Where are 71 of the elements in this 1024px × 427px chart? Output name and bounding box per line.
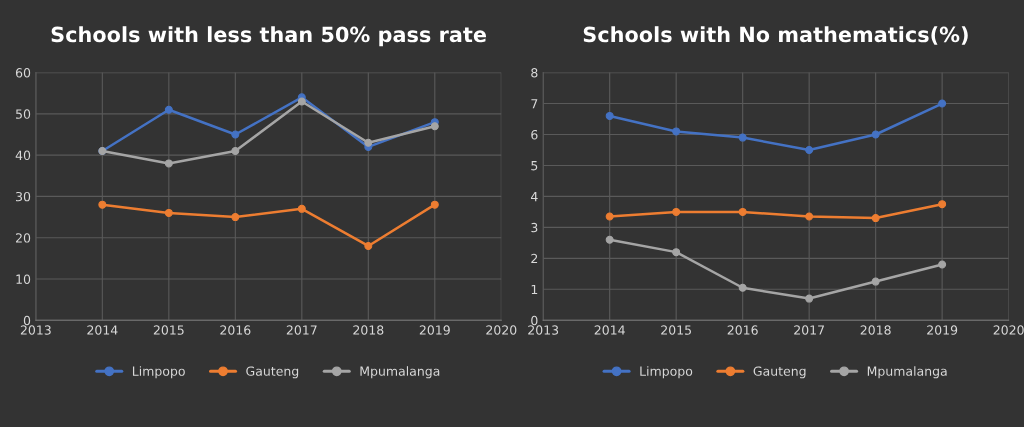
point <box>605 235 614 244</box>
x-tick-label: 2020 <box>486 325 517 335</box>
y-tick-label: 30 <box>16 191 31 202</box>
point <box>938 99 947 108</box>
point <box>364 138 373 147</box>
x-tick-label: 2019 <box>419 325 450 335</box>
legend-label: Mpumalanga <box>360 366 440 379</box>
point <box>231 130 240 139</box>
point <box>672 248 681 257</box>
legend-label: Limpopo <box>132 366 185 379</box>
point <box>98 200 107 209</box>
point <box>605 111 614 120</box>
point <box>231 147 240 156</box>
point <box>605 212 614 221</box>
x-tick-label: 2013 <box>20 325 51 335</box>
point <box>805 212 814 221</box>
point <box>672 127 681 136</box>
x-tick-label: 2016 <box>727 325 758 335</box>
chart-title: Schools with less than 50% pass rate <box>51 26 486 47</box>
point <box>738 133 747 142</box>
y-tick-label: 3 <box>531 222 538 233</box>
y-tick-label: 7 <box>531 99 538 109</box>
point <box>871 130 880 139</box>
point <box>364 241 373 250</box>
x-tick-label: 2016 <box>220 325 251 335</box>
x-tick-label: 2015 <box>661 325 691 335</box>
point <box>871 277 880 286</box>
x-tick-label: 2014 <box>87 325 118 335</box>
point <box>231 213 240 222</box>
y-tick-label: 0 <box>531 315 538 326</box>
y-tick-label: 4 <box>530 192 538 202</box>
x-tick-label: 2017 <box>794 325 824 335</box>
x-tick-label: 2019 <box>927 325 958 335</box>
x-tick-label: 2015 <box>153 325 184 335</box>
y-tick-label: 50 <box>16 109 31 119</box>
point <box>164 105 173 114</box>
point <box>738 283 747 292</box>
y-tick-label: 6 <box>531 129 538 140</box>
legend-label: Mpumalanga <box>867 366 947 379</box>
x-tick-label: 2018 <box>353 325 384 335</box>
y-tick-label: 0 <box>23 315 31 326</box>
y-tick-label: 2 <box>531 253 538 264</box>
y-tick-label: 20 <box>15 233 31 243</box>
chart-title: Schools with No mathematics(%) <box>583 26 968 45</box>
y-tick-label: 5 <box>531 161 538 171</box>
x-tick-label: 2014 <box>594 325 625 335</box>
point <box>672 207 681 216</box>
point <box>164 208 173 217</box>
point <box>805 294 814 303</box>
point <box>938 200 947 209</box>
point <box>430 122 439 131</box>
x-tick-label: 2018 <box>860 325 891 335</box>
point <box>738 207 747 216</box>
point <box>430 200 439 209</box>
y-tick-label: 60 <box>15 68 31 78</box>
point <box>805 145 814 154</box>
point <box>164 159 173 168</box>
y-tick-label: 10 <box>16 274 31 284</box>
x-tick-label: 2013 <box>528 325 559 335</box>
legend-label: Limpopo <box>640 366 693 379</box>
y-tick-label: 40 <box>15 150 31 161</box>
x-tick-label: 2017 <box>286 325 317 335</box>
point <box>938 260 947 269</box>
legend-label: Gauteng <box>753 366 806 379</box>
point <box>297 204 306 213</box>
y-tick-label: 1 <box>531 284 538 295</box>
point <box>297 97 306 106</box>
point <box>871 214 880 223</box>
legend-label: Gauteng <box>246 366 299 379</box>
x-tick-label: 2020 <box>993 325 1024 335</box>
y-tick-label: 8 <box>531 68 538 78</box>
